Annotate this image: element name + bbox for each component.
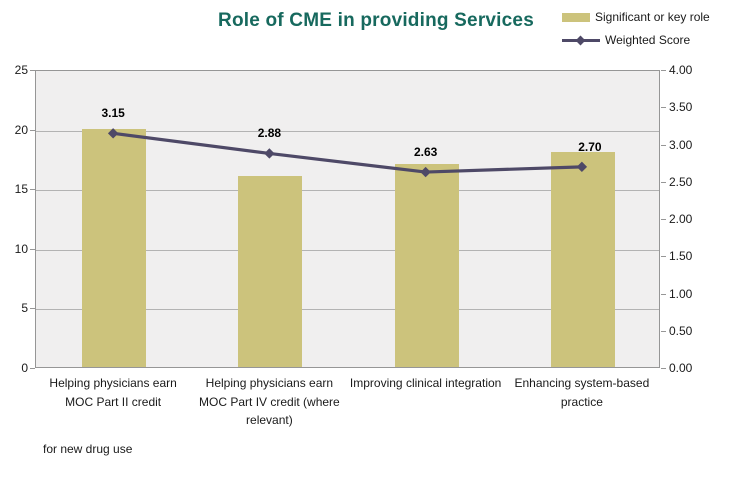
gridline bbox=[36, 130, 659, 132]
data-label-2: 2.88 bbox=[257, 126, 282, 141]
right-axis-tick-mark bbox=[661, 144, 666, 146]
left-axis-tick-label: 0 bbox=[21, 361, 28, 375]
bar-swatch-icon bbox=[562, 12, 590, 22]
legend-item-line: Weighted Score bbox=[562, 33, 710, 47]
gridline bbox=[36, 309, 659, 311]
right-axis-tick-mark bbox=[661, 256, 666, 258]
left-axis-tick-mark bbox=[30, 368, 35, 369]
right-axis-tick-label: 0.50 bbox=[669, 323, 693, 338]
left-axis-tick-mark bbox=[30, 129, 35, 131]
right-axis-tick-label: 3.50 bbox=[669, 100, 693, 115]
category-label-3: Improving clinical integration bbox=[349, 376, 502, 390]
left-axis-tick-mark bbox=[30, 308, 35, 310]
category-label-1: Helping physicians earn MOC Part II cred… bbox=[49, 376, 177, 409]
right-axis-tick-label: 2.00 bbox=[669, 212, 693, 226]
right-axis-tick-mark bbox=[661, 330, 666, 332]
legend: Significant or key role Weighted Score bbox=[562, 10, 710, 47]
left-axis-tick-mark bbox=[30, 248, 35, 250]
right-axis-tick-mark bbox=[661, 181, 666, 183]
line-swatch-icon bbox=[562, 35, 600, 45]
diamond-marker-3 bbox=[420, 166, 431, 178]
legend-label-line: Weighted Score bbox=[605, 33, 691, 47]
diamond-marker-4 bbox=[576, 161, 588, 173]
left-axis-tick-label: 25 bbox=[14, 63, 28, 77]
gridline bbox=[36, 249, 659, 251]
right-axis-tick-mark bbox=[661, 219, 666, 220]
right-axis-tick-label: 1.00 bbox=[669, 286, 693, 301]
right-axis-tick-label: 3.00 bbox=[669, 137, 693, 152]
diamond-marker-1 bbox=[107, 128, 119, 139]
left-axis-tick-label: 15 bbox=[14, 182, 28, 197]
right-axis-tick-mark bbox=[661, 70, 666, 71]
data-label-4: 2.70 bbox=[578, 139, 602, 154]
right-axis-tick-label: 1.50 bbox=[669, 249, 693, 264]
bar-2 bbox=[238, 176, 303, 367]
legend-label-bar: Significant or key role bbox=[595, 10, 710, 24]
left-axis-tick-label: 10 bbox=[14, 241, 28, 256]
legend-item-bar: Significant or key role bbox=[562, 10, 710, 24]
category-label-4: Enhancing system-based practice bbox=[514, 376, 650, 409]
right-axis-tick-mark bbox=[661, 368, 666, 369]
bar-3 bbox=[394, 164, 459, 367]
left-axis-tick-mark bbox=[30, 189, 35, 191]
right-axis-tick-label: 0.00 bbox=[669, 361, 693, 375]
right-axis-tick-label: 4.00 bbox=[669, 63, 693, 77]
chart-title: Role of CME in providing Services bbox=[218, 10, 534, 31]
left-axis-tick-mark bbox=[30, 70, 35, 71]
category-label-2: Helping physicians earn MOC Part IV cred… bbox=[199, 376, 340, 428]
plot-area bbox=[35, 70, 660, 368]
diamond-marker-2 bbox=[264, 148, 275, 159]
weighted-score-line bbox=[107, 128, 588, 178]
gridline bbox=[36, 190, 659, 192]
right-axis-tick-label: 2.50 bbox=[669, 174, 693, 189]
bar-1 bbox=[82, 128, 147, 367]
left-axis-tick-label: 20 bbox=[14, 122, 28, 137]
footnote: for new drug use bbox=[43, 442, 133, 456]
bar-4 bbox=[550, 152, 615, 367]
data-label-3: 2.63 bbox=[413, 145, 438, 160]
right-axis-tick-mark bbox=[661, 293, 666, 295]
data-label-1: 3.15 bbox=[101, 106, 125, 121]
left-axis-tick-label: 5 bbox=[21, 301, 28, 316]
right-axis-tick-mark bbox=[661, 107, 666, 109]
